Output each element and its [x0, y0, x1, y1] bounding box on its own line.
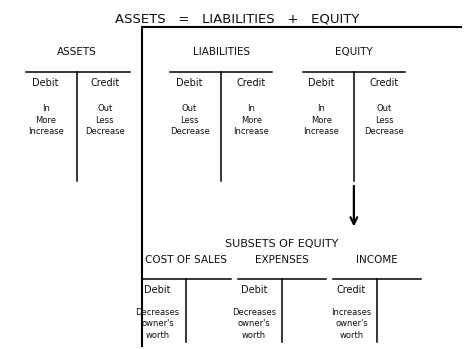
Text: Decreases
owner's
worth: Decreases owner's worth	[232, 308, 276, 340]
Text: Increases
owner's
worth: Increases owner's worth	[332, 308, 371, 340]
Text: Credit: Credit	[237, 78, 266, 88]
Text: LIABILITIES: LIABILITIES	[193, 46, 250, 57]
Text: Debit: Debit	[240, 285, 267, 295]
Text: EXPENSES: EXPENSES	[255, 255, 309, 265]
Text: In
More
Increase: In More Increase	[234, 104, 269, 136]
Text: ASSETS   =   LIABILITIES   +   EQUITY: ASSETS = LIABILITIES + EQUITY	[115, 12, 360, 25]
Text: Debit: Debit	[308, 78, 334, 88]
Text: COST OF SALES: COST OF SALES	[145, 255, 228, 265]
Text: ASSETS: ASSETS	[57, 46, 97, 57]
Text: Decreases
owner's
worth: Decreases owner's worth	[135, 308, 180, 340]
Text: Out
Less
Decrease: Out Less Decrease	[170, 104, 209, 136]
Text: SUBSETS OF EQUITY: SUBSETS OF EQUITY	[225, 239, 338, 250]
Text: Credit: Credit	[337, 285, 366, 295]
Text: Credit: Credit	[370, 78, 399, 88]
Text: Out
Less
Decrease: Out Less Decrease	[364, 104, 404, 136]
Text: In
More
Increase: In More Increase	[304, 104, 339, 136]
Text: Debit: Debit	[32, 78, 59, 88]
Text: EQUITY: EQUITY	[335, 46, 373, 57]
Text: INCOME: INCOME	[356, 255, 398, 265]
Text: Debit: Debit	[144, 285, 171, 295]
Text: In
More
Increase: In More Increase	[28, 104, 64, 136]
Text: Debit: Debit	[176, 78, 203, 88]
Text: Credit: Credit	[90, 78, 119, 88]
Text: Out
Less
Decrease: Out Less Decrease	[85, 104, 125, 136]
